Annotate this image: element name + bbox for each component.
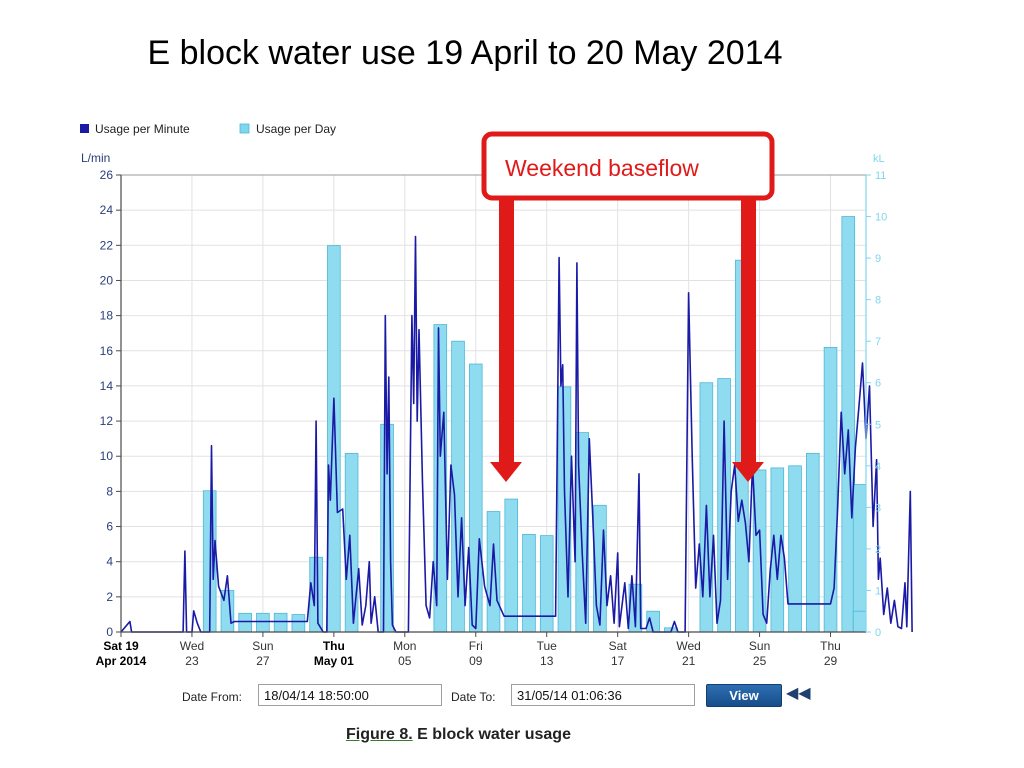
daily-usage-bar	[273, 612, 288, 633]
y-left-axis-label: L/min	[81, 151, 110, 165]
figure-caption: Figure 8. E block water usage	[346, 726, 571, 744]
y-left-tick-label: 24	[100, 203, 114, 217]
slide-title: E block water use 19 April to 20 May 201…	[147, 34, 783, 72]
x-tick-label-line1: Fri	[469, 639, 483, 653]
chart-legend: Usage per Minute Usage per Day	[80, 122, 336, 136]
daily-usage-bar	[504, 498, 519, 633]
view-button[interactable]: View	[706, 684, 782, 707]
chart-axes: 02468101214161820222426L/min012345678910…	[81, 151, 887, 668]
y-left-tick-label: 0	[106, 625, 113, 639]
date-from-label: Date From:	[182, 690, 243, 704]
daily-usage-bar	[327, 245, 341, 633]
y-left-tick-label: 18	[100, 309, 114, 323]
y-left-tick-label: 20	[100, 273, 114, 287]
daily-usage-bar	[291, 614, 306, 633]
daily-usage-bar	[522, 533, 536, 633]
legend-label-minute: Usage per Minute	[95, 122, 190, 136]
x-tick-label-line1: Sat 19	[103, 639, 139, 653]
y-left-tick-label: 2	[106, 590, 113, 604]
x-tick-label-line2: 05	[398, 654, 412, 668]
y-left-tick-label: 14	[100, 379, 114, 393]
y-right-tick-label: 0	[875, 627, 881, 639]
x-tick-label-line2: 21	[682, 654, 696, 668]
date-from-input[interactable]	[258, 684, 442, 706]
y-right-tick-label: 6	[875, 378, 881, 390]
legend-label-day: Usage per Day	[256, 122, 336, 136]
daily-usage-bar	[717, 378, 731, 633]
daily-usage-bar	[788, 465, 802, 633]
daily-usage-bar	[841, 216, 856, 633]
x-tick-label-line1: Sun	[749, 639, 770, 653]
weekend-baseflow-annotation: Weekend baseflow	[481, 131, 775, 482]
annotation-arrow-right-head	[732, 462, 764, 482]
y-left-tick-label: 8	[106, 484, 113, 498]
daily-usage-bar	[852, 610, 867, 633]
y-right-axis-label: kL	[873, 153, 885, 165]
x-tick-label-line1: Sat	[609, 639, 628, 653]
daily-usage-bar	[486, 511, 501, 633]
x-tick-label-line2: 13	[540, 654, 554, 668]
y-left-tick-label: 4	[106, 555, 113, 569]
x-tick-label-line2: 29	[824, 654, 838, 668]
daily-usage-bar	[752, 469, 767, 633]
y-right-tick-label: 10	[875, 212, 887, 224]
annotation-arrow-left-shaft	[499, 198, 514, 464]
legend-swatch-day	[239, 123, 250, 134]
y-right-tick-label: 4	[875, 461, 881, 473]
x-tick-label-line2: Apr 2014	[96, 654, 147, 668]
x-tick-label-line1: Wed	[676, 639, 700, 653]
annotation-box	[481, 131, 775, 201]
y-right-tick-label: 9	[875, 253, 881, 265]
figure-number: Figure 8.	[346, 726, 413, 743]
daily-usage-bar	[309, 556, 323, 633]
x-tick-label-line1: Wed	[180, 639, 204, 653]
y-right-tick-label: 11	[875, 170, 886, 182]
x-tick-label-line2: 23	[185, 654, 199, 668]
y-right-tick-label: 7	[875, 336, 881, 348]
x-tick-label-line1: Thu	[323, 639, 345, 653]
y-left-tick-label: 12	[100, 414, 114, 428]
daily-usage-bar	[823, 347, 838, 633]
x-tick-label-line1: Thu	[820, 639, 841, 653]
daily-usage-bars	[202, 216, 867, 633]
minute-usage-series	[120, 235, 913, 633]
annotation-label: Weekend baseflow	[505, 155, 699, 181]
y-left-tick-label: 6	[106, 520, 113, 534]
y-left-tick-label: 26	[100, 168, 114, 182]
x-tick-label-line2: 25	[753, 654, 767, 668]
daily-usage-bar	[806, 452, 820, 633]
x-tick-label-line2: 17	[611, 654, 625, 668]
x-tick-label-line1: Sun	[252, 639, 273, 653]
double-left-arrow-icon[interactable]: ◀◀	[786, 685, 811, 702]
daily-usage-bar	[344, 452, 359, 633]
daily-usage-bar	[238, 612, 252, 633]
x-tick-label-line1: Tue	[537, 639, 558, 653]
y-left-tick-label: 10	[100, 449, 114, 463]
y-right-tick-label: 2	[875, 544, 881, 556]
x-tick-label-line2: May 01	[314, 654, 354, 668]
y-left-tick-label: 16	[100, 344, 114, 358]
figure-caption-text: E block water usage	[412, 726, 571, 743]
y-right-tick-label: 3	[875, 502, 881, 514]
annotation-arrow-left-head	[490, 462, 522, 482]
minute-usage-line	[120, 235, 913, 633]
x-tick-label-line2: 27	[256, 654, 270, 668]
daily-usage-bar	[852, 484, 867, 633]
date-to-label: Date To:	[451, 690, 496, 704]
x-tick-label-line1: Mon	[393, 639, 416, 653]
daily-usage-bar	[256, 612, 270, 633]
y-right-tick-label: 5	[875, 419, 881, 431]
date-to-input[interactable]	[511, 684, 695, 706]
legend-swatch-minute	[80, 124, 89, 133]
annotation-arrow-right-shaft	[741, 198, 756, 464]
y-left-tick-label: 22	[100, 238, 114, 252]
y-right-tick-label: 1	[875, 585, 881, 597]
daily-usage-bar	[539, 535, 554, 633]
y-right-tick-label: 8	[875, 295, 881, 307]
x-tick-label-line2: 09	[469, 654, 483, 668]
